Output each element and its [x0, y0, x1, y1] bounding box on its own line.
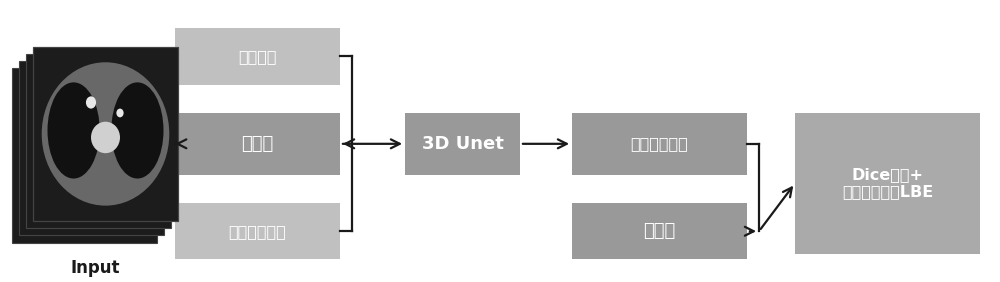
- Text: 预处理: 预处理: [241, 135, 274, 153]
- FancyBboxPatch shape: [33, 47, 178, 221]
- FancyBboxPatch shape: [572, 113, 747, 175]
- Ellipse shape: [48, 82, 100, 179]
- Text: 体素坐标: 体素坐标: [238, 49, 277, 64]
- Text: 肺边界距离图: 肺边界距离图: [229, 224, 286, 239]
- FancyBboxPatch shape: [572, 203, 747, 259]
- Text: 金标准: 金标准: [643, 222, 676, 240]
- Text: 3D Unet: 3D Unet: [422, 135, 503, 153]
- Ellipse shape: [91, 122, 120, 153]
- FancyBboxPatch shape: [26, 54, 171, 228]
- Ellipse shape: [111, 82, 164, 179]
- FancyBboxPatch shape: [175, 203, 340, 259]
- FancyBboxPatch shape: [12, 68, 157, 243]
- Text: Input: Input: [70, 259, 120, 277]
- Text: 气管分割结果: 气管分割结果: [631, 136, 688, 151]
- Text: Dice损失+
边界增强损失LBE: Dice损失+ 边界增强损失LBE: [842, 167, 933, 199]
- Ellipse shape: [116, 109, 124, 117]
- FancyBboxPatch shape: [175, 28, 340, 85]
- FancyBboxPatch shape: [175, 113, 340, 175]
- Ellipse shape: [86, 96, 96, 109]
- FancyBboxPatch shape: [405, 113, 520, 175]
- FancyBboxPatch shape: [795, 113, 980, 254]
- Ellipse shape: [42, 62, 169, 206]
- FancyBboxPatch shape: [19, 61, 164, 235]
